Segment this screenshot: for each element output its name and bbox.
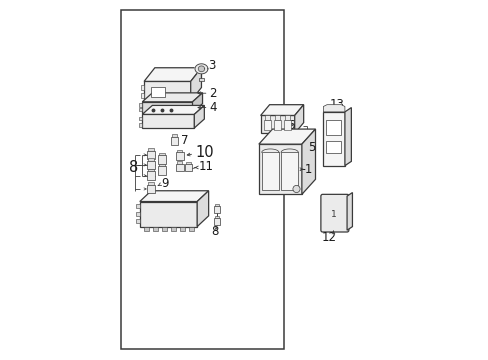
- Text: 8: 8: [129, 160, 138, 175]
- Text: 7: 7: [180, 134, 188, 147]
- Text: 12: 12: [321, 231, 336, 244]
- Bar: [274, 120, 280, 130]
- Bar: [158, 166, 165, 175]
- Text: 5: 5: [307, 141, 315, 154]
- Bar: [140, 85, 144, 90]
- Bar: [176, 163, 183, 171]
- Bar: [159, 153, 164, 155]
- Polygon shape: [346, 193, 352, 230]
- Bar: [158, 155, 165, 164]
- Bar: [172, 134, 176, 137]
- Bar: [159, 163, 164, 166]
- Bar: [147, 185, 155, 193]
- Bar: [185, 164, 191, 171]
- Polygon shape: [142, 105, 204, 114]
- Polygon shape: [144, 81, 190, 101]
- Bar: [139, 117, 142, 120]
- Text: 9: 9: [161, 177, 168, 190]
- Polygon shape: [260, 105, 303, 116]
- Bar: [139, 103, 142, 107]
- Bar: [171, 137, 178, 145]
- Polygon shape: [140, 191, 208, 202]
- Bar: [215, 216, 219, 219]
- Text: 10: 10: [195, 144, 213, 159]
- Bar: [162, 226, 166, 231]
- Polygon shape: [258, 129, 315, 144]
- Polygon shape: [144, 68, 201, 81]
- Text: 13: 13: [329, 98, 344, 111]
- Bar: [140, 93, 144, 98]
- Polygon shape: [294, 105, 303, 134]
- Polygon shape: [195, 64, 207, 74]
- Polygon shape: [192, 93, 202, 113]
- Text: 3: 3: [208, 59, 216, 72]
- Bar: [147, 150, 155, 159]
- Polygon shape: [260, 116, 294, 134]
- Polygon shape: [142, 93, 202, 102]
- Bar: [176, 152, 183, 160]
- Bar: [121, 10, 284, 348]
- Polygon shape: [258, 144, 301, 194]
- Polygon shape: [301, 129, 315, 194]
- Bar: [261, 152, 278, 190]
- Bar: [188, 226, 193, 231]
- Polygon shape: [194, 105, 204, 128]
- Bar: [136, 219, 140, 223]
- Text: 4: 4: [209, 101, 216, 114]
- Polygon shape: [323, 105, 344, 112]
- Bar: [139, 123, 142, 127]
- Bar: [199, 78, 203, 81]
- Bar: [325, 120, 340, 135]
- Bar: [186, 162, 190, 164]
- Bar: [285, 116, 289, 120]
- Bar: [136, 204, 140, 208]
- Bar: [148, 158, 153, 161]
- Bar: [147, 161, 155, 169]
- Text: 1: 1: [330, 210, 336, 219]
- Text: 2: 2: [209, 87, 216, 100]
- Bar: [325, 140, 340, 153]
- Bar: [148, 182, 153, 185]
- Text: –1: –1: [298, 163, 312, 176]
- Circle shape: [292, 185, 300, 193]
- Bar: [264, 116, 269, 120]
- Bar: [150, 87, 164, 97]
- Bar: [180, 226, 184, 231]
- Polygon shape: [190, 68, 201, 101]
- Polygon shape: [140, 202, 197, 226]
- Bar: [139, 108, 142, 111]
- Text: 11: 11: [198, 160, 213, 173]
- FancyBboxPatch shape: [320, 194, 348, 232]
- Bar: [215, 204, 219, 206]
- Bar: [281, 152, 298, 190]
- Polygon shape: [344, 108, 351, 166]
- Bar: [148, 169, 153, 171]
- Bar: [147, 171, 155, 180]
- Bar: [214, 219, 220, 225]
- Polygon shape: [142, 102, 192, 113]
- Bar: [171, 226, 175, 231]
- Bar: [284, 120, 290, 130]
- Bar: [214, 206, 220, 213]
- Bar: [177, 161, 182, 163]
- Bar: [148, 148, 153, 150]
- Bar: [136, 212, 140, 216]
- Bar: [274, 116, 280, 120]
- Text: 8: 8: [211, 225, 218, 238]
- Polygon shape: [197, 191, 208, 226]
- Bar: [323, 112, 344, 166]
- Bar: [144, 226, 148, 231]
- Bar: [153, 226, 158, 231]
- Polygon shape: [198, 66, 204, 72]
- Bar: [264, 120, 270, 130]
- Text: 6: 6: [286, 119, 294, 132]
- Polygon shape: [142, 114, 194, 128]
- Bar: [177, 149, 182, 152]
